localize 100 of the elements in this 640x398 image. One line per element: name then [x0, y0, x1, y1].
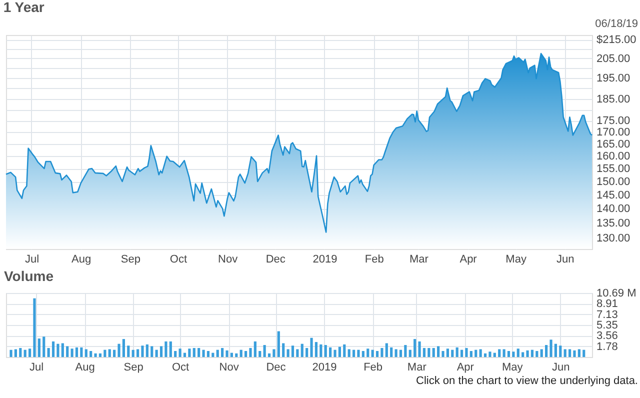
chart-title: 1 Year: [3, 0, 45, 15]
bar: [385, 343, 388, 357]
bar: [75, 347, 78, 357]
bar: [146, 344, 148, 357]
bar: [352, 350, 356, 357]
text: 06/18/19: [595, 18, 638, 30]
bar: [169, 341, 172, 357]
x-tick-label: Oct: [170, 254, 188, 266]
bar: [564, 349, 566, 357]
bar: [536, 351, 538, 357]
x-tick-label: Mar: [407, 362, 427, 374]
bar: [578, 349, 580, 357]
y-tick-label: 135.00: [596, 218, 630, 230]
x-tick-label: Sep: [124, 362, 144, 374]
bar: [24, 350, 26, 357]
bar: [343, 344, 346, 357]
x-tick-label: 2019: [312, 362, 337, 374]
x-tick-label: Feb: [364, 362, 383, 374]
bar: [334, 350, 336, 357]
bar: [38, 338, 40, 357]
bar: [164, 341, 168, 357]
bar: [559, 346, 562, 357]
bar: [136, 349, 140, 357]
y-tick-label: 130.00: [596, 232, 630, 244]
x-tick-label: Aug: [72, 254, 92, 266]
bar: [113, 350, 116, 357]
bar: [418, 341, 421, 357]
bar: [277, 331, 280, 357]
y-tick-label: 175.00: [596, 115, 630, 128]
bar: [47, 348, 50, 357]
y-tick-label: $215.00: [596, 34, 636, 46]
bar: [240, 350, 242, 357]
bar: [66, 346, 69, 357]
bar: [507, 351, 510, 357]
bar: [479, 349, 482, 357]
bar: [291, 346, 294, 357]
x-tick-label: Jul: [30, 362, 44, 374]
bar: [98, 353, 102, 357]
bar: [414, 339, 416, 357]
x-tick-label: Jun: [552, 362, 570, 374]
bar: [470, 351, 472, 357]
y-tick-label: 140.00: [596, 203, 630, 216]
bar: [394, 349, 398, 357]
bar: [70, 348, 74, 357]
bar: [263, 345, 266, 357]
bar: [437, 346, 440, 357]
bar: [198, 348, 200, 357]
bar: [502, 349, 506, 357]
bar: [545, 345, 548, 357]
x-tick-label: Mar: [409, 254, 429, 266]
bar: [141, 346, 144, 357]
bar: [249, 348, 252, 357]
bar: [526, 350, 529, 357]
bar: [108, 349, 111, 357]
y-tick-label: 10.69 M: [596, 288, 636, 300]
x-tick-label: Nov: [219, 362, 240, 374]
bar: [155, 350, 158, 357]
bar: [442, 351, 444, 357]
bar: [451, 350, 454, 357]
bar: [320, 344, 322, 357]
bar: [516, 348, 520, 357]
bar: [465, 348, 468, 357]
bar: [432, 348, 435, 357]
bar: [399, 350, 402, 357]
bar: [235, 353, 238, 357]
x-tick-label: Oct: [172, 362, 190, 374]
bar: [268, 353, 271, 357]
bar: [568, 349, 572, 357]
bar: [488, 352, 492, 357]
bar: [310, 338, 313, 357]
bar: [150, 346, 154, 357]
bar: [357, 350, 360, 357]
bar: [460, 350, 464, 357]
bar: [84, 349, 88, 357]
y-tick-label: 165.00: [596, 138, 630, 150]
bar: [10, 350, 12, 357]
x-tick-label: Sep: [120, 254, 140, 266]
bar: [530, 350, 534, 357]
y-tick-label: 150.00: [596, 176, 630, 188]
bar: [28, 348, 32, 357]
bar: [380, 348, 384, 357]
bar: [202, 350, 205, 357]
bar: [230, 352, 233, 357]
y-tick-label: 8.91: [596, 298, 618, 310]
bar: [324, 345, 327, 357]
bar: [192, 348, 196, 357]
bar: [371, 350, 374, 357]
bar: [160, 346, 163, 357]
bar: [484, 353, 487, 357]
chart-title: Volume: [4, 268, 54, 284]
bar: [286, 349, 290, 357]
text: Click on the chart to view the underlying data.: [416, 375, 638, 387]
x-tick-label: Dec: [266, 362, 286, 374]
x-tick-label: Feb: [364, 254, 384, 266]
bar: [348, 349, 350, 357]
bar: [493, 352, 496, 357]
bar: [56, 344, 60, 357]
bar: [61, 343, 64, 357]
x-tick-label: Nov: [218, 254, 238, 266]
bar: [306, 348, 308, 357]
